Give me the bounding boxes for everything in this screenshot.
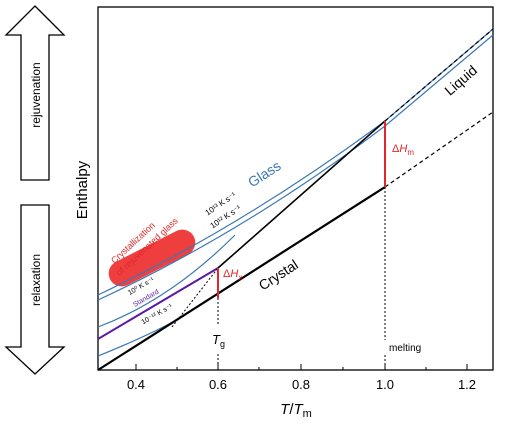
glass-curve-1e-12	[97, 317, 181, 357]
glass-curve-standard	[97, 267, 219, 340]
x-tick-label: 0.8	[292, 377, 310, 392]
x-axis-label-sub: m	[303, 408, 312, 420]
x-tick-label: 0.4	[127, 377, 145, 392]
tg-label-backdrop	[208, 329, 230, 351]
delta-hx-label: ΔHx	[223, 268, 242, 282]
glass-curve-1e12	[97, 34, 494, 301]
x-axis-label-tm: T	[294, 401, 305, 418]
delta-hm-sub: m	[407, 148, 414, 157]
melting-label: melting	[389, 343, 421, 354]
liquid-line	[217, 120, 386, 269]
tg-label-t: T	[212, 332, 221, 347]
x-tick-label: 1.0	[376, 377, 394, 392]
crystallization-blob	[108, 229, 196, 287]
x-tick-label: 0.6	[209, 377, 227, 392]
y-axis-label: Enthalpy	[74, 160, 91, 219]
rejuvenation-label: rejuvenation	[29, 62, 43, 127]
relaxation-arrow	[4, 204, 66, 375]
delta-hx-delta: Δ	[223, 268, 231, 280]
glass-label: Glass	[245, 157, 284, 190]
crystal-line-dashed	[384, 111, 494, 188]
melting-label-backdrop	[386, 340, 432, 354]
delta-hm-label: ΔHm	[392, 143, 414, 157]
delta-hm-h: H	[399, 143, 407, 155]
x-axis-label-t: T	[280, 401, 291, 418]
liquid-line-dashed	[384, 28, 494, 122]
x-tick-label: 1.2	[458, 377, 476, 392]
glass-curve-1e13	[97, 28, 494, 296]
crystal-label: Crystal	[256, 256, 301, 293]
delta-hm-delta: Δ	[392, 143, 400, 155]
x-axis-label: T/Tm	[280, 401, 312, 420]
rate-label-1e-12: 10⁻¹² K s⁻¹	[141, 303, 175, 327]
plot-frame	[97, 6, 494, 371]
tg-label: Tg	[212, 332, 225, 349]
glass-curves	[97, 28, 494, 357]
delta-hx-h: H	[230, 268, 238, 280]
rejuvenation-arrow	[4, 5, 66, 181]
crystal-line	[97, 186, 386, 371]
x-ticks	[135, 364, 468, 370]
tg-label-sub: g	[220, 339, 225, 349]
glass-curve-1e0	[97, 234, 236, 328]
x-axis-label-sep: /	[289, 401, 294, 418]
delta-hx-sub: x	[238, 273, 242, 282]
relaxation-label: relaxation	[29, 254, 43, 306]
